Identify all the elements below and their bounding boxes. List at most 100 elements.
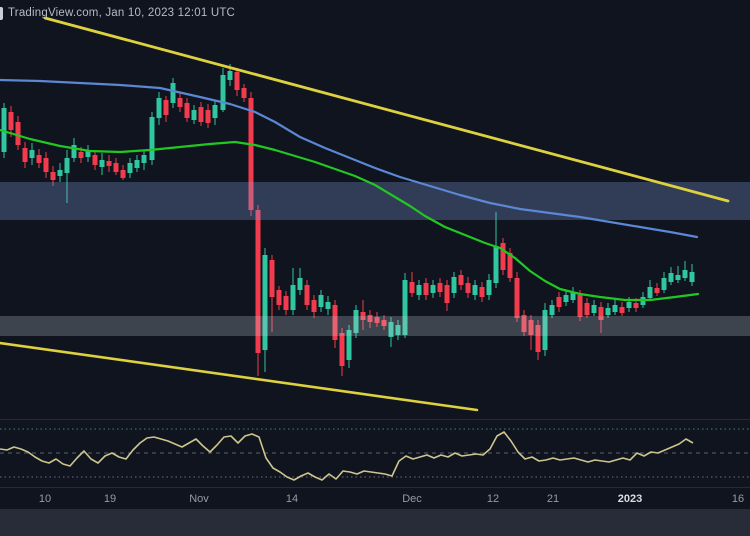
candle-up [430, 285, 436, 293]
candle-down [269, 260, 275, 297]
cropped-logo-icon [0, 7, 3, 20]
upper-descending-trendline[interactable] [43, 16, 730, 203]
date-axis[interactable]: 10 19 Nov 14 Dec 12 21 2023 16 [0, 488, 750, 510]
candle-down [177, 98, 183, 107]
tradingview-watermark: TradingView.com, Jan 10, 2023 12:01 UTC [8, 7, 235, 19]
candle-up [689, 272, 695, 282]
candle-up [156, 98, 162, 118]
x-axis-label: 21 [546, 493, 560, 505]
candle-up [262, 255, 268, 350]
pane-divider-top[interactable] [0, 419, 750, 420]
candle-up [127, 163, 133, 173]
rsi-line [0, 431, 694, 481]
candle-up [149, 117, 155, 160]
green-ma-line [0, 128, 700, 302]
candle-up [542, 310, 548, 350]
candle-up [612, 305, 618, 312]
candle-up [605, 308, 611, 315]
candle-up [451, 277, 457, 293]
candle-up [626, 302, 632, 308]
candle-down [584, 303, 590, 315]
candle-down [500, 243, 506, 270]
candle-up [325, 302, 331, 309]
rsi-pane [0, 428, 750, 481]
candle-down [423, 283, 429, 295]
candle-down [339, 333, 345, 366]
candle-up [99, 160, 105, 167]
resistance-zone [0, 182, 750, 220]
x-axis-label: 16 [731, 493, 745, 505]
candle-down [78, 152, 84, 158]
candle-up [141, 155, 147, 163]
candle-up [29, 150, 35, 158]
candle-up [563, 295, 569, 302]
candle-up [486, 280, 492, 295]
pane-divider-bottom [0, 487, 750, 488]
candle-up [220, 75, 226, 110]
x-axis-label: 12 [486, 493, 500, 505]
candle-down [50, 172, 56, 180]
candle-down [304, 285, 310, 305]
x-axis-label: 19 [103, 493, 117, 505]
candle-down [444, 285, 450, 303]
candle-up [388, 322, 394, 337]
moving-average-lines [0, 78, 700, 302]
candle-down [205, 110, 211, 123]
candle-down [276, 290, 282, 305]
candle-down [654, 288, 660, 293]
candle-down [458, 275, 464, 285]
candle-down [43, 158, 49, 172]
candle-down [184, 103, 190, 118]
candle-up [170, 83, 176, 103]
x-axis-label: 2023 [617, 493, 643, 505]
candle-up [416, 285, 422, 295]
candle-up [318, 295, 324, 307]
candle-down [248, 98, 254, 210]
candle-up [570, 292, 576, 300]
candle-down [374, 317, 380, 323]
x-axis-label: Dec [402, 493, 422, 505]
candle-up [647, 287, 653, 298]
lower-descending-trendline[interactable] [0, 341, 479, 412]
candle-up [191, 110, 197, 120]
candle-up [1, 108, 7, 152]
candle-up [395, 325, 401, 335]
candle-down [514, 278, 520, 318]
candle-down [598, 307, 604, 320]
candle-down [535, 325, 541, 352]
candle-up [57, 170, 63, 176]
candle-down [367, 315, 373, 322]
x-axis-label: 10 [38, 493, 52, 505]
candle-down [465, 283, 471, 293]
candle-down [437, 283, 443, 292]
candle-up [668, 273, 674, 282]
candle-down [479, 287, 485, 297]
candle-down [283, 296, 289, 310]
candle-up [290, 285, 296, 310]
candle-up [472, 285, 478, 295]
candle-up [661, 278, 667, 290]
candle-up [682, 270, 688, 278]
candle-down [332, 305, 338, 340]
candle-up [591, 305, 597, 313]
candle-up [353, 310, 359, 333]
support-zone [0, 316, 750, 336]
candle-down [15, 122, 21, 145]
candle-up [675, 275, 681, 280]
candle-down [234, 72, 240, 90]
candle-down [311, 300, 317, 312]
candle-down [92, 155, 98, 165]
candle-down [633, 303, 639, 308]
watermark-text: TradingView.com, Jan 10, 2023 12:01 UTC [8, 7, 236, 19]
candle-down [528, 320, 534, 335]
candle-down [163, 100, 169, 115]
candle-up [212, 105, 218, 118]
candle-up [402, 280, 408, 335]
support-resistance-zones [0, 182, 750, 336]
candle-up [227, 71, 233, 80]
blue-ma-line [0, 78, 699, 239]
candle-up [549, 305, 555, 315]
page-bottom-strip [0, 509, 750, 536]
